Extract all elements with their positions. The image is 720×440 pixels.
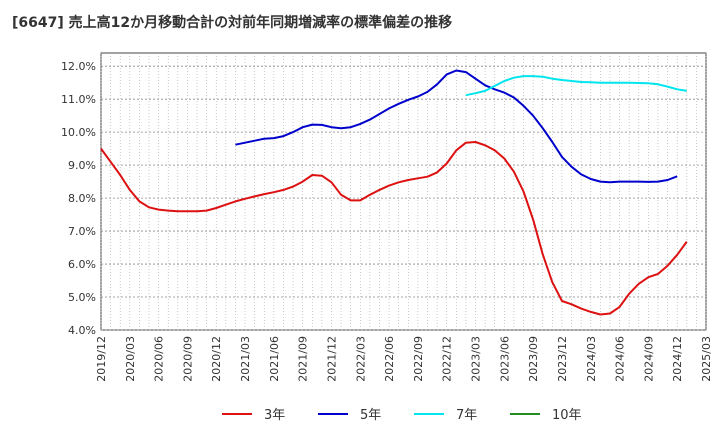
x-tick-label: 2020/06 xyxy=(153,336,166,382)
y-tick-label: 8.0% xyxy=(68,192,96,205)
y-tick-label: 7.0% xyxy=(68,225,96,238)
x-tick-label: 2020/09 xyxy=(181,336,194,382)
x-tick-label: 2025/03 xyxy=(700,336,713,382)
x-tick-label: 2023/09 xyxy=(527,336,540,382)
x-tick-label: 2024/03 xyxy=(585,336,598,382)
chart-title: [6647] 売上高12か月移動合計の対前年同期増減率の標準偏差の推移 xyxy=(12,15,453,31)
x-tick-label: 2022/06 xyxy=(383,336,396,382)
x-tick-label: 2024/12 xyxy=(671,336,684,382)
grid-layer xyxy=(100,52,707,331)
y-tick-label: 9.0% xyxy=(68,159,96,172)
y-tick-label: 4.0% xyxy=(68,324,96,337)
series-line-2 xyxy=(465,75,687,97)
legend-label-2: 7年 xyxy=(456,408,477,423)
x-tick-label: 2022/03 xyxy=(354,336,367,382)
x-tick-label: 2020/03 xyxy=(124,336,137,382)
x-tick-label: 2024/06 xyxy=(614,336,627,382)
series-layer xyxy=(100,69,688,316)
x-tick-label: 2021/12 xyxy=(325,336,338,382)
legend-label-1: 5年 xyxy=(360,408,381,423)
y-tick-label: 5.0% xyxy=(68,291,96,304)
x-tick-label: 2021/03 xyxy=(239,336,252,382)
legend-label-0: 3年 xyxy=(264,408,285,423)
x-tick-label: 2021/09 xyxy=(297,336,310,382)
legend-label-3: 10年 xyxy=(552,408,582,423)
y-tick-label: 11.0% xyxy=(61,93,96,106)
plot-frame xyxy=(100,52,707,331)
y-tick-label: 6.0% xyxy=(68,258,96,271)
x-tick-label: 2019/12 xyxy=(95,336,108,382)
series-line-1 xyxy=(235,69,678,184)
x-tick-label: 2022/12 xyxy=(441,336,454,382)
axis-layer: 4.0% 5.0% 6.0% 7.0% 8.0% 9.0% 10.0% 11.0% 12.0% 2… xyxy=(61,60,713,382)
x-tick-label: 2023/03 xyxy=(470,336,483,382)
x-tick-label: 2020/12 xyxy=(210,336,223,382)
series-line-0 xyxy=(100,141,688,316)
y-tick-label: 12.0% xyxy=(61,60,96,73)
x-tick-label: 2023/12 xyxy=(556,336,569,382)
legend: 3年 5年 7年 10年 xyxy=(222,408,582,423)
x-tick-label: 2021/06 xyxy=(268,336,281,382)
x-tick-label: 2023/06 xyxy=(498,336,511,382)
y-tick-label: 10.0% xyxy=(61,126,96,139)
x-tick-label: 2024/09 xyxy=(642,336,655,382)
x-tick-label: 2022/09 xyxy=(412,336,425,382)
